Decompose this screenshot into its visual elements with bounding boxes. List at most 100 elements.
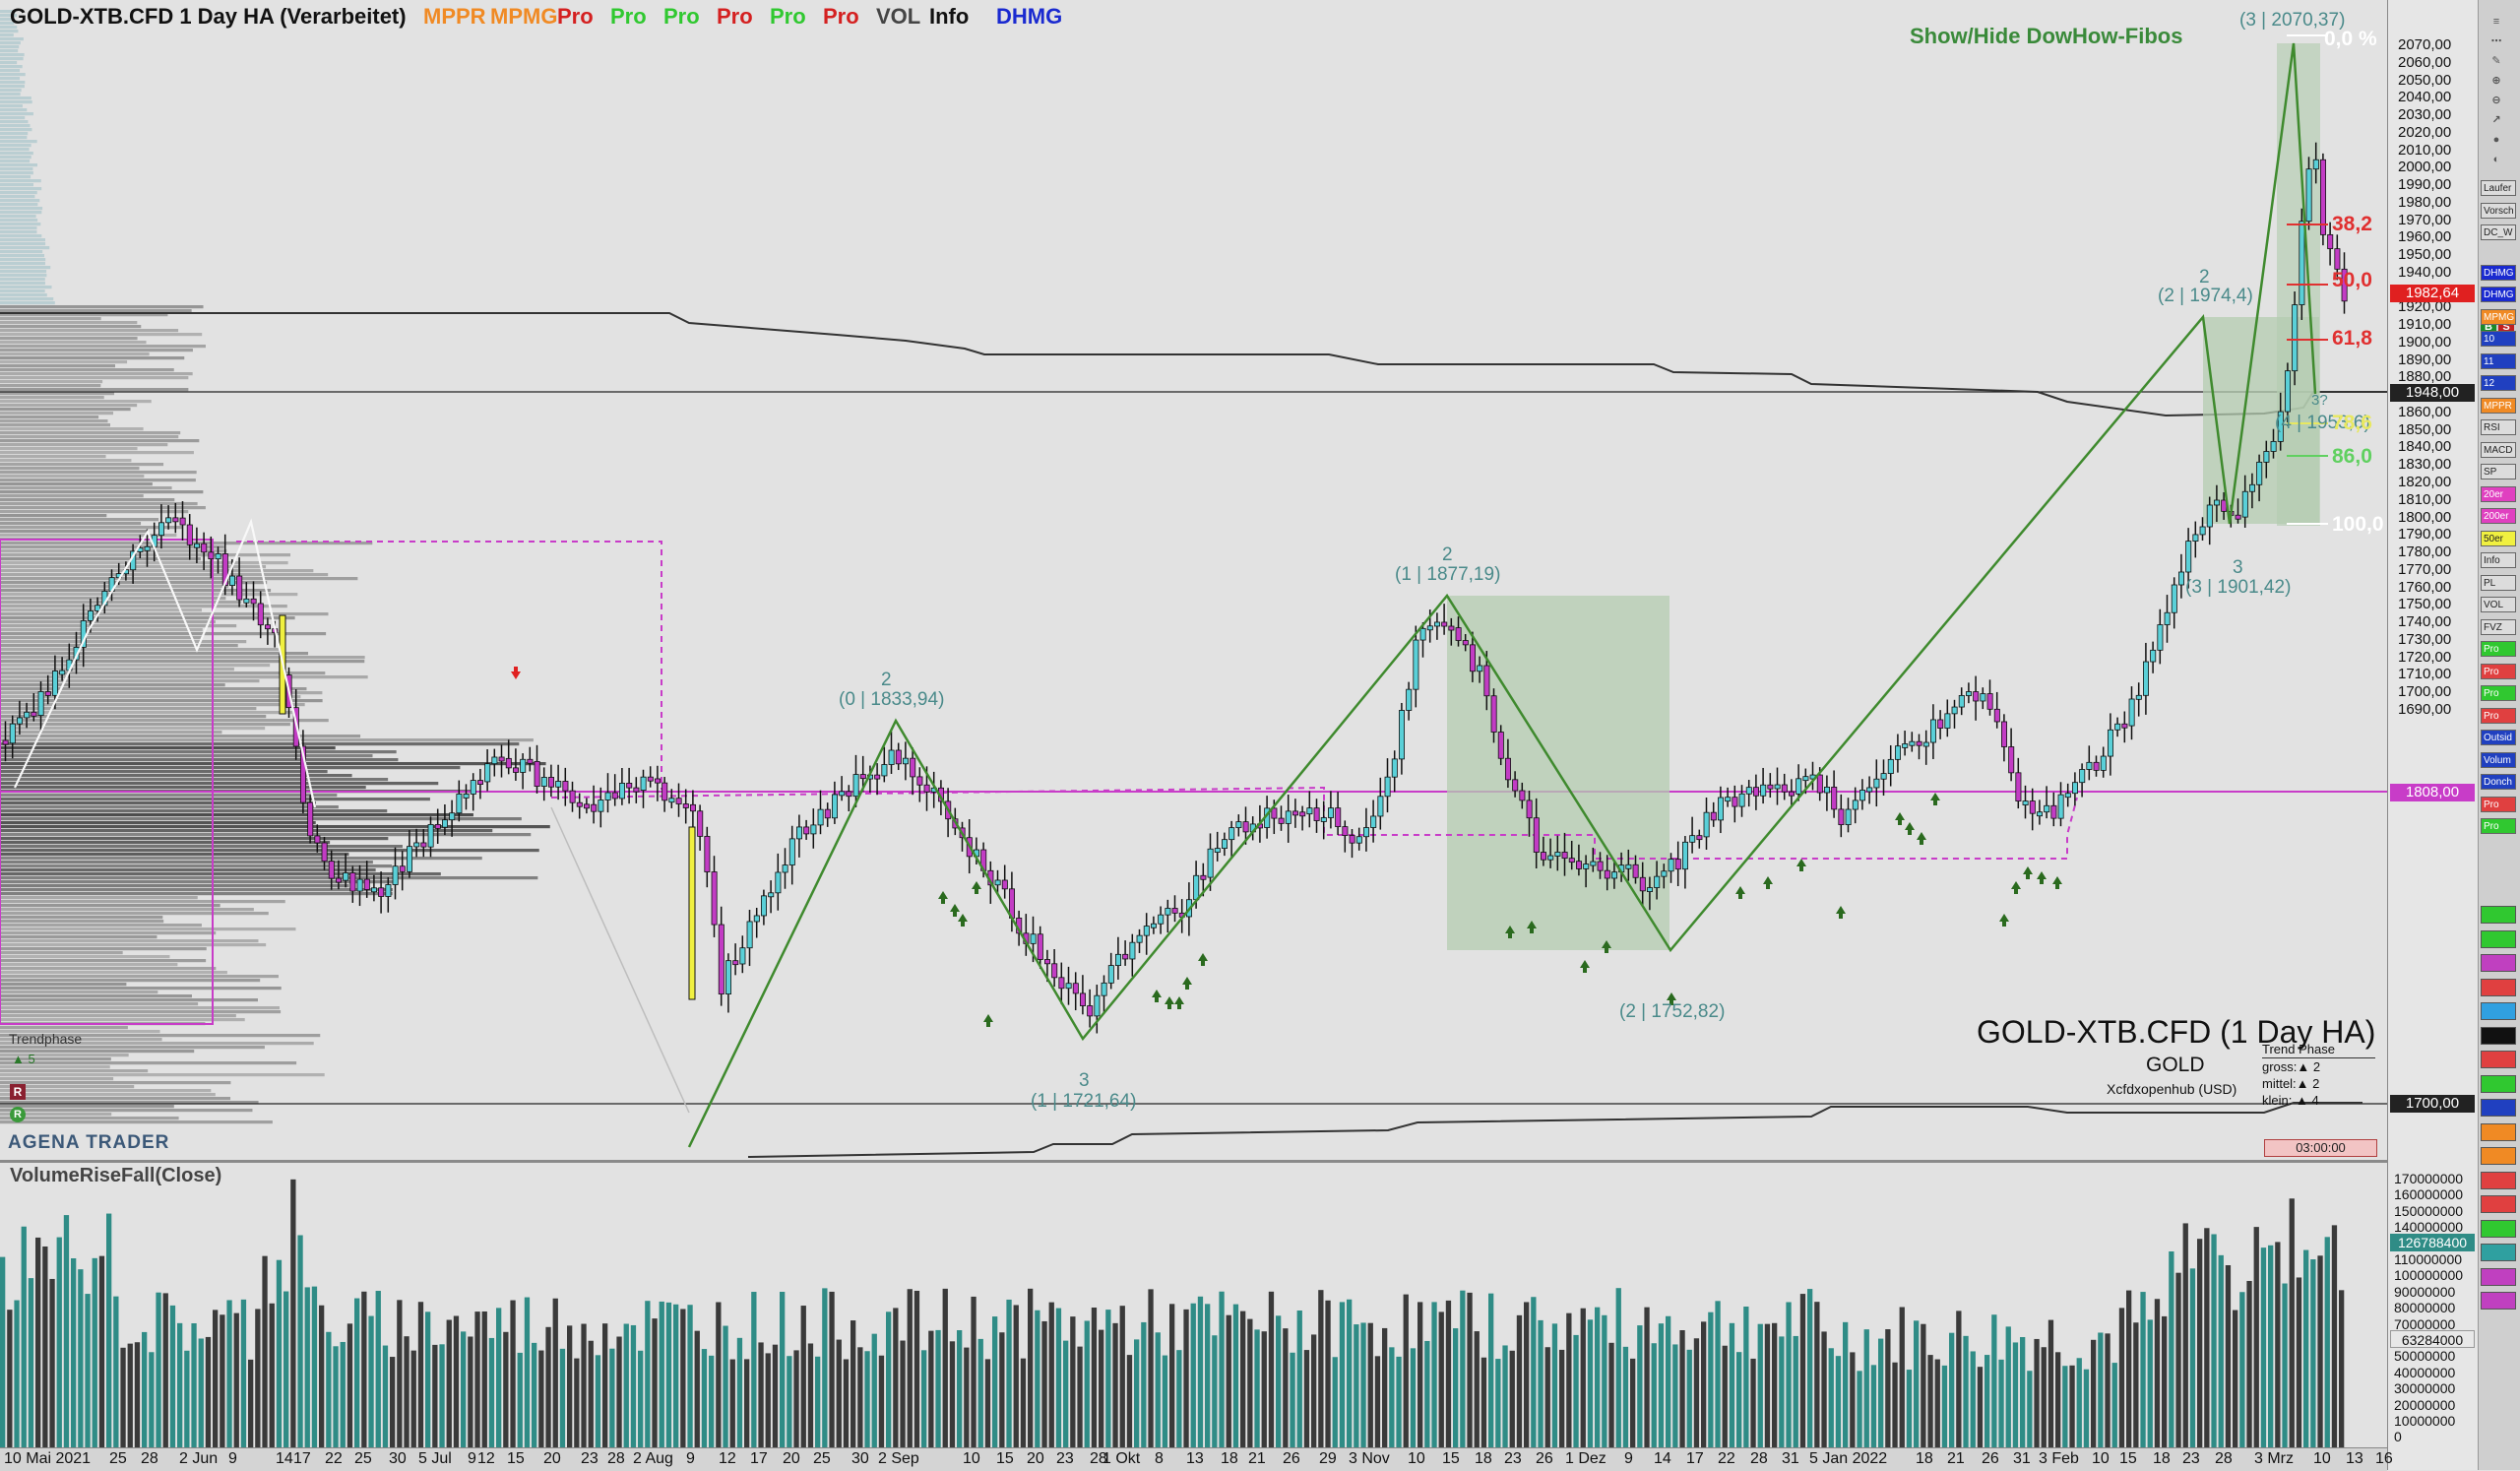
toolbar-tool-icon[interactable]: ≡ [2492,16,2500,28]
volume-profile-bar [0,211,42,215]
date-label: 14 [1654,1450,1671,1467]
toolbar-button-volum[interactable]: Volum [2481,751,2516,768]
toolbar-button-laufer[interactable]: Laufer [2481,180,2516,196]
volume-bar-up [311,1286,318,1447]
toolbar-button-pl[interactable]: PL [2481,574,2516,591]
toolbar-tool-icon[interactable]: ⊖ [2491,95,2501,106]
bull-candle [852,774,859,798]
toolbar-button-donch[interactable]: Donch [2481,774,2516,790]
volume-bar-down [1850,1352,1856,1447]
toolbar-button-10[interactable]: 10 [2481,331,2516,347]
toolbar-color-swatch[interactable] [2481,1074,2516,1093]
toolbar-button-mppr[interactable]: MPPR [2481,397,2516,414]
bear-candle [1767,784,1774,790]
volume-bar-up [0,1256,6,1447]
toolbar-button-vorsch[interactable]: Vorsch [2481,202,2516,219]
toolbar-color-swatch[interactable] [2481,954,2516,972]
indicator-pro-2[interactable]: Pro [557,4,594,29]
volume-axis[interactable] [2387,1162,2479,1470]
indicator-info-9[interactable]: Info [929,4,970,29]
toolbar-button-info[interactable]: Info [2481,552,2516,568]
show-hide-fibos-button[interactable]: Show/Hide DowHow-Fibos [1910,24,2183,48]
price-axis[interactable] [2387,0,2479,1162]
volume-profile-bar [0,943,267,947]
toolbar-tool-icon[interactable]: ⋯ [2490,35,2502,47]
toolbar-tool-icon[interactable]: ↗ [2491,114,2501,126]
bull-candle [2086,761,2093,770]
volume-chart-canvas[interactable] [0,1163,2387,1447]
indicator-pro-5[interactable]: Pro [717,4,753,29]
toolbar-button-macd[interactable]: MACD [2481,441,2516,458]
indicator-mppr-0[interactable]: MPPR [423,4,486,29]
toolbar-button-mpmg[interactable]: MPMG [2481,308,2516,325]
toolbar-color-swatch[interactable] [2481,1122,2516,1141]
toolbar-button-20er[interactable]: 20er [2481,485,2516,502]
price-label: 1860,00 [2398,403,2452,420]
bull-candle [1703,811,1710,838]
toolbar-button-dhmg[interactable]: DHMG [2481,287,2516,302]
toolbar-color-swatch[interactable] [2481,929,2516,948]
volume-bar-down [984,1359,991,1447]
toolbar-color-swatch[interactable] [2481,1002,2516,1020]
toolbar-button-dc_w[interactable]: DC_W [2481,224,2516,240]
volume-bar-up [780,1292,786,1447]
indicator-vol-8[interactable]: VOL [876,4,921,29]
toolbar-button-pro[interactable]: Pro [2481,685,2516,701]
toolbar-color-swatch[interactable] [2481,1244,2516,1261]
toolbar-tool-icon[interactable]: ✎ [2491,55,2501,67]
toolbar-button-dhmg[interactable]: DHMG [2481,264,2516,281]
bear-candle [916,776,923,786]
toolbar-color-swatch[interactable] [2481,1026,2516,1045]
r-badge[interactable]: R [10,1084,26,1100]
indicator-pro-6[interactable]: Pro [770,4,806,29]
volume-profile-bar [0,345,206,349]
toolbar-color-swatch[interactable] [2481,1195,2516,1213]
toolbar-button-11[interactable]: 11 [2481,352,2516,369]
indicator-pro-3[interactable]: Pro [610,4,647,29]
toolbar-color-swatch[interactable] [2481,1099,2516,1117]
toolbar-button-pro[interactable]: Pro [2481,818,2516,834]
indicator-pro-7[interactable]: Pro [823,4,859,29]
volume-profile-bar [0,660,365,664]
volume-bar-down [1544,1347,1550,1447]
toolbar-color-swatch[interactable] [2481,1147,2516,1165]
toolbar-button-fvz[interactable]: FVZ [2481,618,2516,635]
toolbar-button-pro[interactable]: Pro [2481,707,2516,724]
volume-profile-bar [0,514,107,518]
toolbar-color-swatch[interactable] [2481,1051,2516,1068]
toolbar-button-rsi[interactable]: RSI [2481,419,2516,435]
bull-candle [2299,221,2305,305]
toolbar-tool-icon[interactable]: ● [2492,134,2500,146]
toolbar-color-swatch[interactable] [2481,1292,2516,1310]
indicator-pro-4[interactable]: Pro [663,4,700,29]
panel-separator[interactable] [0,1160,2387,1163]
toolbar-color-swatch[interactable] [2481,1219,2516,1238]
toolbar-button-200er[interactable]: 200er [2481,508,2516,524]
toolbar-button-sp[interactable]: SP [2481,464,2516,480]
toolbar-color-swatch[interactable] [2481,906,2516,924]
volume-bar-up [1843,1321,1849,1447]
toolbar-button-vol[interactable]: VOL [2481,597,2516,612]
volume-profile-bar [0,163,37,167]
toolbar-color-swatch[interactable] [2481,1267,2516,1286]
bar-timer: 03:00:00 [2264,1139,2377,1157]
pivot-arrow [1580,960,1590,973]
toolbar-button-pro[interactable]: Pro [2481,641,2516,657]
toolbar-tool-icon[interactable]: ⊕ [2491,75,2501,87]
price-label: 1690,00 [2398,700,2452,718]
r-badge-round[interactable]: R [10,1107,26,1122]
toolbar-button-outsid[interactable]: Outsid [2481,730,2516,745]
date-axis[interactable] [0,1447,2387,1471]
toolbar-button-pro[interactable]: Pro [2481,796,2516,812]
volume-profile-bar [0,305,204,309]
toolbar-color-swatch[interactable] [2481,978,2516,996]
toolbar-color-swatch[interactable] [2481,1171,2516,1189]
toolbar-button-pro[interactable]: Pro [2481,663,2516,679]
indicator-mpmg-1[interactable]: MPMG [490,4,558,29]
toolbar-tool-icon[interactable]: ◐ [2492,154,2500,165]
toolbar-button-12[interactable]: 12 [2481,375,2516,391]
price-chart-canvas[interactable] [0,0,2387,1160]
bull-candle [1151,923,1158,928]
toolbar-button-50er[interactable]: 50er [2481,530,2516,546]
indicator-dhmg-10[interactable]: DHMG [996,4,1063,29]
